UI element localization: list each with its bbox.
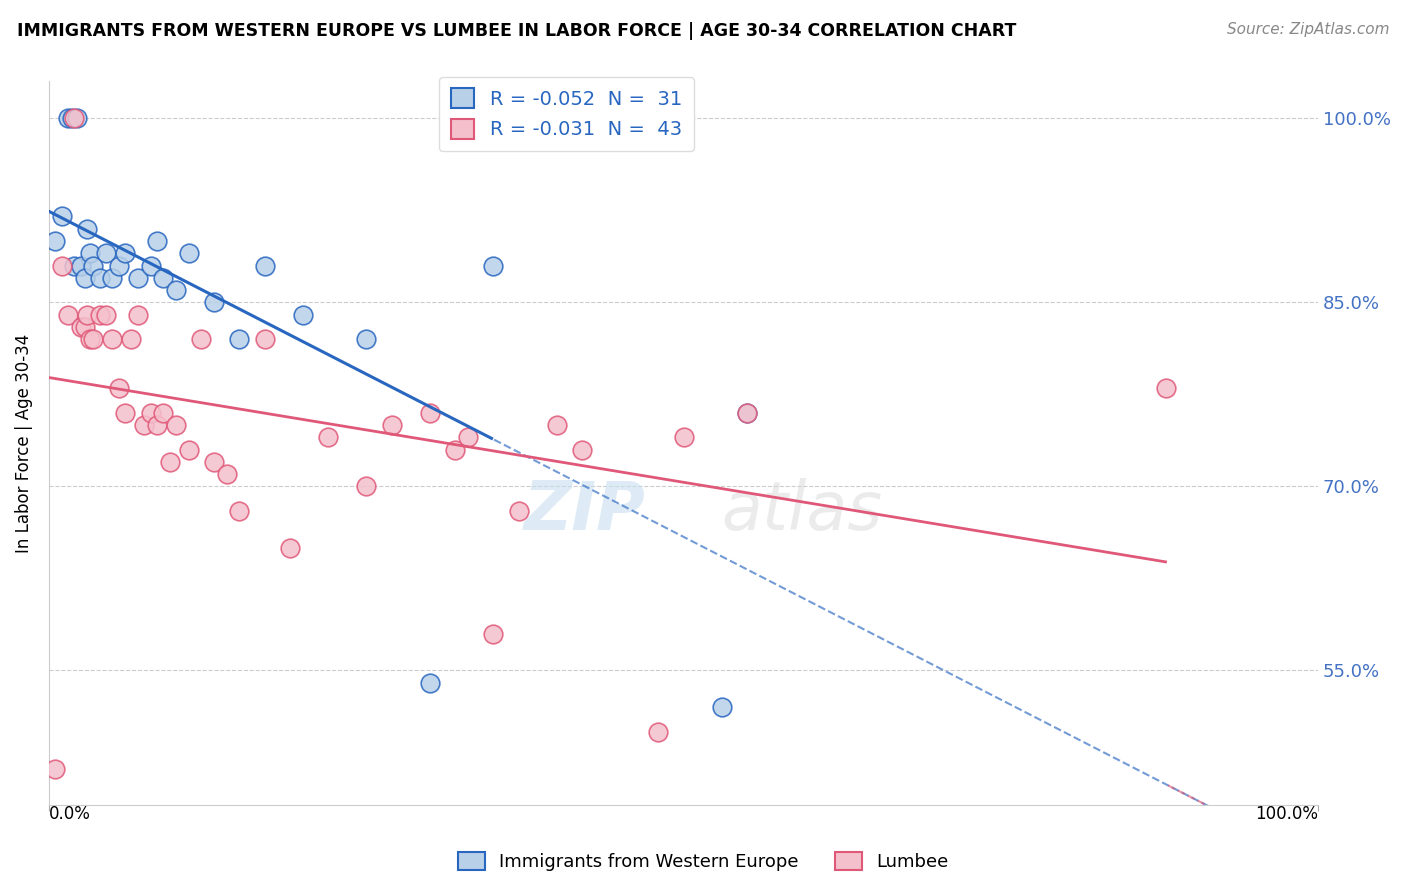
- Point: [94, 246, 117, 260]
- Text: 100.0%: 100.0%: [1256, 805, 1319, 823]
- Point: [56, 112, 79, 126]
- Point: [159, 455, 181, 469]
- Point: [278, 541, 301, 555]
- Point: [152, 406, 174, 420]
- Point: [735, 406, 758, 420]
- Point: [60, 112, 83, 126]
- Point: [114, 406, 136, 420]
- Point: [127, 270, 149, 285]
- Point: [146, 418, 169, 433]
- Point: [66, 112, 89, 126]
- Text: atlas: atlas: [721, 478, 883, 544]
- Point: [571, 442, 593, 457]
- Point: [546, 418, 568, 433]
- Point: [419, 675, 441, 690]
- Point: [51, 210, 73, 224]
- Point: [63, 259, 86, 273]
- Point: [79, 332, 101, 346]
- Point: [482, 259, 505, 273]
- Y-axis label: In Labor Force | Age 30-34: In Labor Force | Age 30-34: [15, 334, 32, 553]
- Point: [508, 504, 530, 518]
- Point: [121, 332, 143, 346]
- Point: [165, 418, 187, 433]
- Point: [381, 418, 404, 433]
- Point: [177, 442, 200, 457]
- Point: [44, 234, 66, 248]
- Point: [79, 246, 101, 260]
- Point: [647, 724, 669, 739]
- Text: ZIP: ZIP: [523, 478, 645, 544]
- Point: [101, 270, 124, 285]
- Point: [107, 259, 129, 273]
- Point: [134, 418, 156, 433]
- Point: [89, 270, 111, 285]
- Point: [73, 270, 96, 285]
- Legend: R = -0.052  N =  31, R = -0.031  N =  43: R = -0.052 N = 31, R = -0.031 N = 43: [440, 77, 695, 151]
- Point: [73, 319, 96, 334]
- Point: [127, 308, 149, 322]
- Point: [215, 467, 238, 482]
- Point: [82, 332, 104, 346]
- Point: [114, 246, 136, 260]
- Point: [69, 319, 91, 334]
- Point: [139, 406, 162, 420]
- Point: [146, 234, 169, 248]
- Point: [253, 332, 276, 346]
- Point: [710, 700, 733, 714]
- Point: [165, 283, 187, 297]
- Point: [152, 270, 174, 285]
- Point: [94, 308, 117, 322]
- Point: [89, 308, 111, 322]
- Point: [202, 295, 225, 310]
- Text: 0.0%: 0.0%: [49, 805, 91, 823]
- Point: [356, 479, 378, 493]
- Legend: Immigrants from Western Europe, Lumbee: Immigrants from Western Europe, Lumbee: [450, 845, 956, 879]
- Text: IMMIGRANTS FROM WESTERN EUROPE VS LUMBEE IN LABOR FORCE | AGE 30-34 CORRELATION : IMMIGRANTS FROM WESTERN EUROPE VS LUMBEE…: [17, 22, 1017, 40]
- Point: [56, 308, 79, 322]
- Point: [82, 259, 104, 273]
- Point: [202, 455, 225, 469]
- Point: [253, 259, 276, 273]
- Point: [107, 381, 129, 395]
- Point: [735, 406, 758, 420]
- Text: Source: ZipAtlas.com: Source: ZipAtlas.com: [1226, 22, 1389, 37]
- Point: [356, 332, 378, 346]
- Point: [190, 332, 212, 346]
- Point: [76, 221, 98, 235]
- Point: [228, 504, 250, 518]
- Point: [44, 762, 66, 776]
- Point: [101, 332, 124, 346]
- Point: [291, 308, 314, 322]
- Point: [672, 430, 695, 444]
- Point: [419, 406, 441, 420]
- Point: [482, 626, 505, 640]
- Point: [63, 112, 86, 126]
- Point: [228, 332, 250, 346]
- Point: [457, 430, 479, 444]
- Point: [1154, 381, 1177, 395]
- Point: [316, 430, 339, 444]
- Point: [76, 308, 98, 322]
- Point: [69, 259, 91, 273]
- Point: [444, 442, 467, 457]
- Point: [51, 259, 73, 273]
- Point: [177, 246, 200, 260]
- Point: [139, 259, 162, 273]
